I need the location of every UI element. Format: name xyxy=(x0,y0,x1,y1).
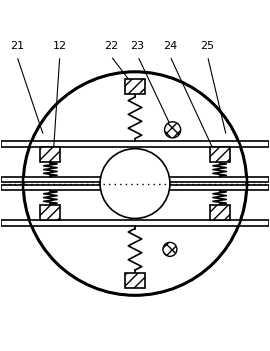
Bar xyxy=(125,273,145,288)
Text: 24: 24 xyxy=(163,41,177,51)
Bar xyxy=(1,185,269,190)
Bar xyxy=(1,141,269,147)
Bar xyxy=(210,205,230,220)
Circle shape xyxy=(164,122,181,138)
Text: 22: 22 xyxy=(104,41,118,51)
Circle shape xyxy=(100,148,170,218)
Circle shape xyxy=(23,72,247,295)
Text: 25: 25 xyxy=(200,41,215,51)
Circle shape xyxy=(163,243,177,256)
Bar xyxy=(1,220,269,226)
Text: 12: 12 xyxy=(53,41,67,51)
Text: 23: 23 xyxy=(131,41,145,51)
Bar xyxy=(125,79,145,94)
Bar xyxy=(210,147,230,162)
Bar xyxy=(40,205,60,220)
Bar xyxy=(1,177,269,182)
Text: 21: 21 xyxy=(10,41,24,51)
Bar xyxy=(40,147,60,162)
